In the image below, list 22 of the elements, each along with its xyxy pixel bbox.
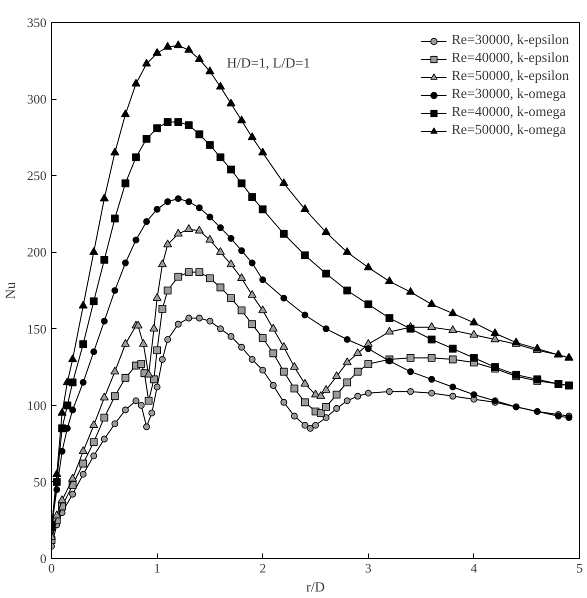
y-tick-label: 200	[27, 244, 46, 260]
legend-label: Re=30000, k-epsilon	[451, 32, 569, 50]
y-tick-label: 350	[27, 15, 46, 30]
y-axis-title: Nu	[4, 282, 19, 300]
annotation: H/D=1, L/D=1	[226, 56, 310, 72]
y-tick-label: 150	[27, 321, 46, 336]
x-axis-title: r/D	[306, 580, 325, 596]
legend-label: Re=30000, k-omega	[451, 86, 566, 104]
y-tick-label: 0	[40, 551, 46, 566]
legend-label: Re=50000, k-omega	[451, 122, 566, 140]
x-tick-label: 5	[576, 560, 583, 576]
legend-label: Re=50000, k-epsilon	[451, 68, 569, 86]
x-tick-label: 1	[154, 560, 160, 576]
legend-label: Re=40000, k-epsilon	[451, 50, 569, 68]
y-tick-label: 250	[27, 168, 46, 184]
legend-label: Re=40000, k-omega	[451, 104, 566, 122]
x-tick-label: 4	[470, 560, 478, 576]
y-tick-label: 50	[34, 474, 46, 490]
y-tick-label: 100	[27, 398, 46, 413]
x-tick-label: 2	[259, 560, 266, 576]
x-tick-label: 3	[365, 560, 372, 576]
y-tick-label: 300	[27, 92, 46, 107]
